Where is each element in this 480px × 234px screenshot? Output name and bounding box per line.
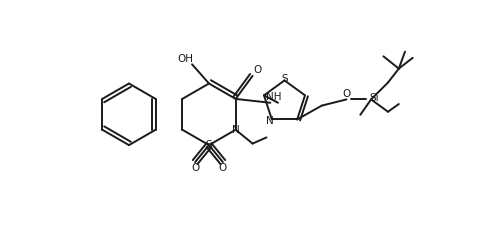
Text: OH: OH xyxy=(177,54,193,64)
Text: O: O xyxy=(342,89,350,99)
Text: S: S xyxy=(205,140,212,150)
Text: O: O xyxy=(191,163,199,173)
Text: NH: NH xyxy=(265,92,281,102)
Text: S: S xyxy=(281,74,288,84)
Text: O: O xyxy=(219,163,227,173)
Text: Si: Si xyxy=(370,93,379,103)
Text: N: N xyxy=(232,125,240,135)
Text: O: O xyxy=(253,66,261,75)
Text: N: N xyxy=(266,116,274,126)
